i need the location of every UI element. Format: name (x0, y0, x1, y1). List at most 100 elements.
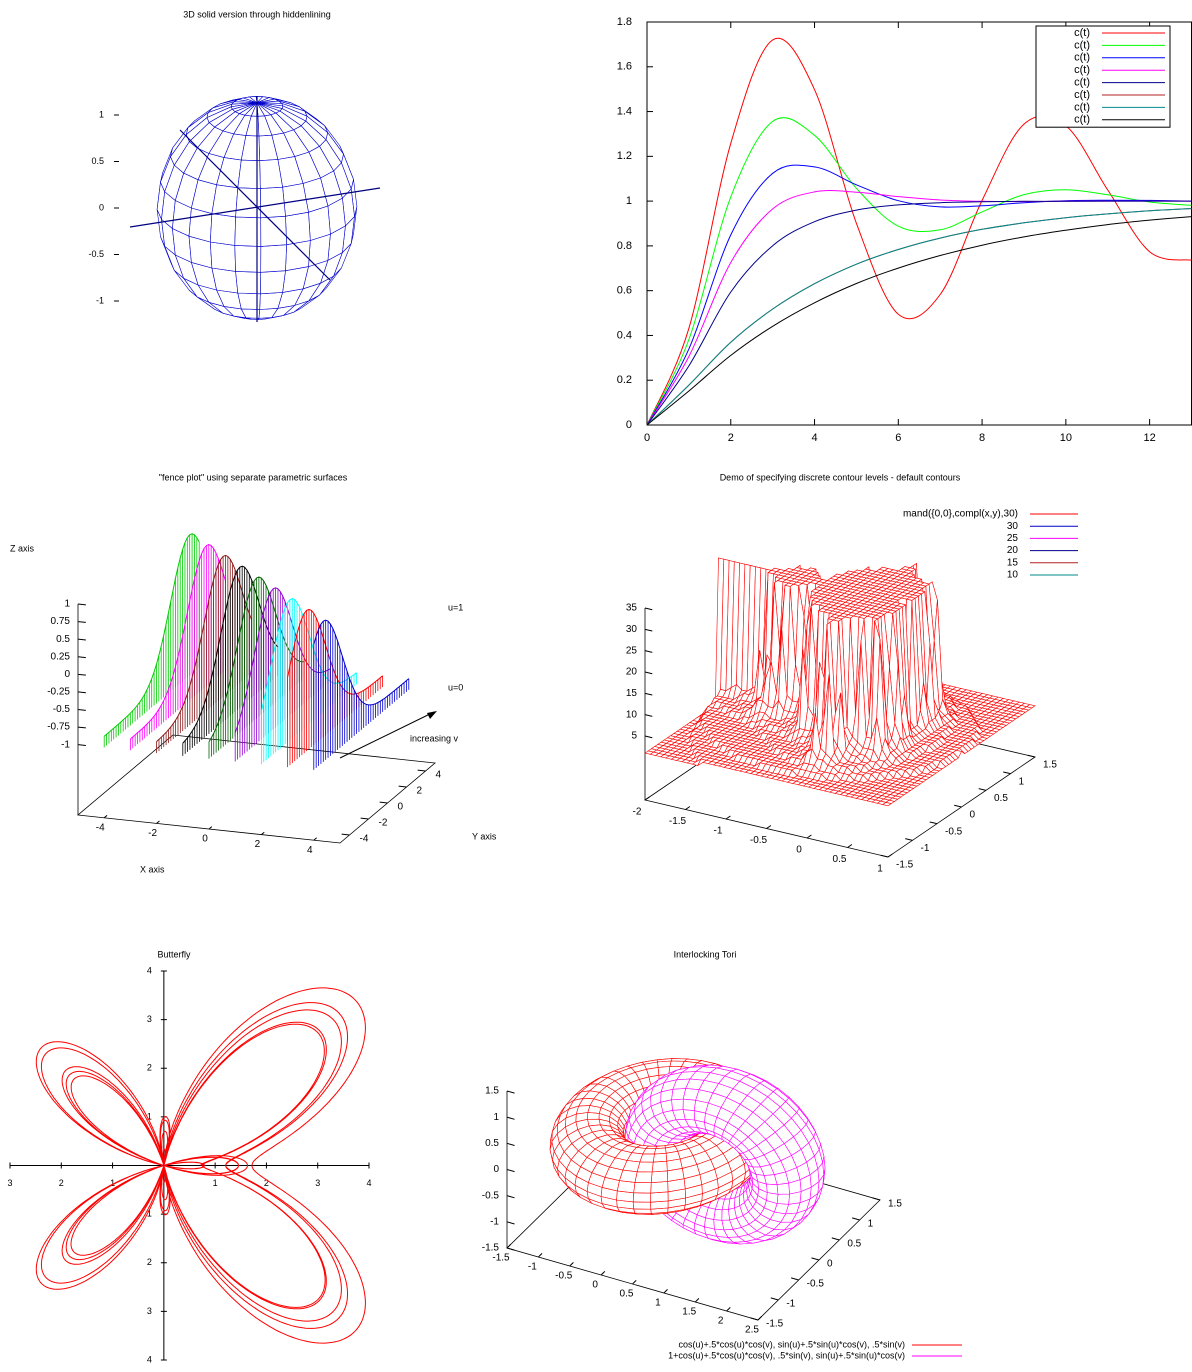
torus-facet (767, 1184, 779, 1194)
y-tick-label: 1.8 (617, 16, 632, 28)
x-tick-label: -1 (528, 1262, 537, 1273)
x-tick-label: 0 (796, 845, 802, 856)
annotation: increasing v (410, 733, 459, 743)
x-tick-label: 6 (895, 432, 901, 444)
x-tick-label: 0.5 (833, 854, 847, 865)
x-tick-label: 0 (202, 834, 208, 845)
annotation: u=1 (448, 602, 463, 612)
x-tick-label: 0.5 (620, 1289, 634, 1300)
chart-grid: 3D solid version through hiddenlining10.… (0, 0, 1192, 1372)
torus-facet (617, 1181, 635, 1193)
y-tick-label: -1.5 (896, 860, 914, 871)
x-tick-label: 8 (979, 432, 985, 444)
y-tick-label: -1 (786, 1299, 795, 1310)
z-tick-label: 35 (626, 603, 638, 614)
torus-facet (714, 1209, 722, 1220)
z-tick-label: 0.25 (51, 651, 71, 662)
torus-facet (661, 1100, 673, 1113)
z-tick-label: 1.5 (485, 1086, 499, 1097)
legend-label: c(t) (1074, 39, 1090, 51)
legend-label: c(t) (1074, 27, 1090, 39)
chart-title: Demo of specifying discrete contour leve… (720, 472, 961, 482)
z-tick-label: 0.5 (56, 634, 70, 645)
torus-facet (640, 1154, 655, 1162)
torus-facet (633, 1193, 651, 1202)
torus-facet (588, 1113, 600, 1120)
torus-facet (634, 1182, 652, 1193)
sphere-facet (260, 187, 285, 218)
y-tick-label: 1.6 (617, 61, 632, 73)
z-tick-label: 30 (626, 624, 638, 635)
z-tick-label: 0 (493, 1164, 499, 1175)
y-tick-label: 2 (417, 786, 423, 797)
z-tick-label: 1 (493, 1112, 499, 1123)
torus-facet (652, 1161, 667, 1172)
sphere-facet (261, 245, 287, 273)
x-tick-label: -2 (148, 828, 157, 839)
x-tick-label: -1.5 (492, 1253, 510, 1264)
z-tick-label: 0.75 (51, 616, 71, 627)
y-tick-label: -0.5 (945, 826, 963, 837)
legend-label: cos(u)+.5*cos(u)*cos(v), sin(u)+.5*sin(u… (678, 1339, 905, 1349)
sphere-facet (286, 241, 311, 271)
y-tick-label: 1 (99, 109, 104, 119)
x-tick-label: 3 (7, 1178, 12, 1188)
torus-facet (620, 1170, 638, 1182)
torus-facet (633, 1202, 651, 1209)
x-tick-label: -0.5 (750, 835, 768, 846)
torus-facet (651, 1171, 668, 1183)
y-tick-label: 4 (147, 965, 152, 975)
torus-facet (777, 1194, 790, 1204)
y-tick-label: 2 (147, 1063, 152, 1073)
legend-box (1036, 26, 1170, 127)
legend-label: 20 (1007, 545, 1019, 556)
x-tick-label: 2 (718, 1316, 724, 1327)
x-tick-label: 1 (877, 864, 883, 875)
y-tick-label: 1 (1019, 776, 1025, 787)
y-tick-label: 1 (626, 195, 632, 207)
page: {"chart_data": [ {"type": "sphere", "tit… (0, 0, 1192, 1372)
z-tick-label: 0.5 (485, 1138, 499, 1149)
y-tick-label: 0 (970, 810, 976, 821)
torus-facet (651, 1181, 668, 1193)
z-tick-label: -0.75 (47, 722, 70, 733)
x-tick-label: 4 (307, 845, 313, 856)
torus-facet (651, 1192, 669, 1202)
sphere-facet (210, 242, 235, 271)
y-tick-label: 0 (398, 802, 404, 813)
y-tick-label: 0.4 (617, 329, 632, 341)
x-tick-label: -2 (633, 807, 642, 818)
x-tick-label: 1 (655, 1298, 661, 1309)
x-axis-label: X axis (140, 864, 165, 874)
y-tick-label: -1.5 (766, 1319, 784, 1330)
y-tick-label: -2 (379, 818, 388, 829)
legend-label: c(t) (1074, 101, 1090, 113)
y-tick-label: -1 (921, 843, 930, 854)
legend-label: c(t) (1074, 114, 1090, 126)
y-tick-label: 0.5 (994, 793, 1008, 804)
torus-facet (653, 1153, 667, 1162)
x-tick-label: 0 (592, 1280, 598, 1291)
torus-facet (637, 1162, 653, 1172)
x-tick-label: -1 (714, 826, 723, 837)
y-tick-label: 2 (147, 1257, 152, 1267)
z-tick-label: -0.5 (53, 704, 71, 715)
y-tick-label: -0.5 (807, 1279, 825, 1290)
y-tick-label: 1 (868, 1219, 874, 1230)
x-tick-label: 4 (811, 432, 817, 444)
y-tick-label: 0.8 (617, 240, 632, 252)
x-tick-label: -0.5 (555, 1271, 573, 1282)
x-tick-label: 2 (728, 432, 734, 444)
y-tick-label: 1.5 (1043, 760, 1057, 771)
annotation: u=0 (448, 682, 463, 692)
z-tick-label: -0.5 (482, 1190, 500, 1201)
z-tick-label: -1.5 (482, 1243, 500, 1254)
torus-facet (635, 1172, 652, 1183)
y-tick-label: 0.6 (617, 285, 632, 297)
z-axis-label: Z axis (10, 543, 35, 553)
y-tick-label: 0.5 (91, 156, 104, 166)
z-tick-label: 0 (64, 669, 70, 680)
x-tick-label: -4 (96, 822, 105, 833)
x-tick-label: 10 (1060, 432, 1072, 444)
legend-label: 15 (1007, 557, 1019, 568)
